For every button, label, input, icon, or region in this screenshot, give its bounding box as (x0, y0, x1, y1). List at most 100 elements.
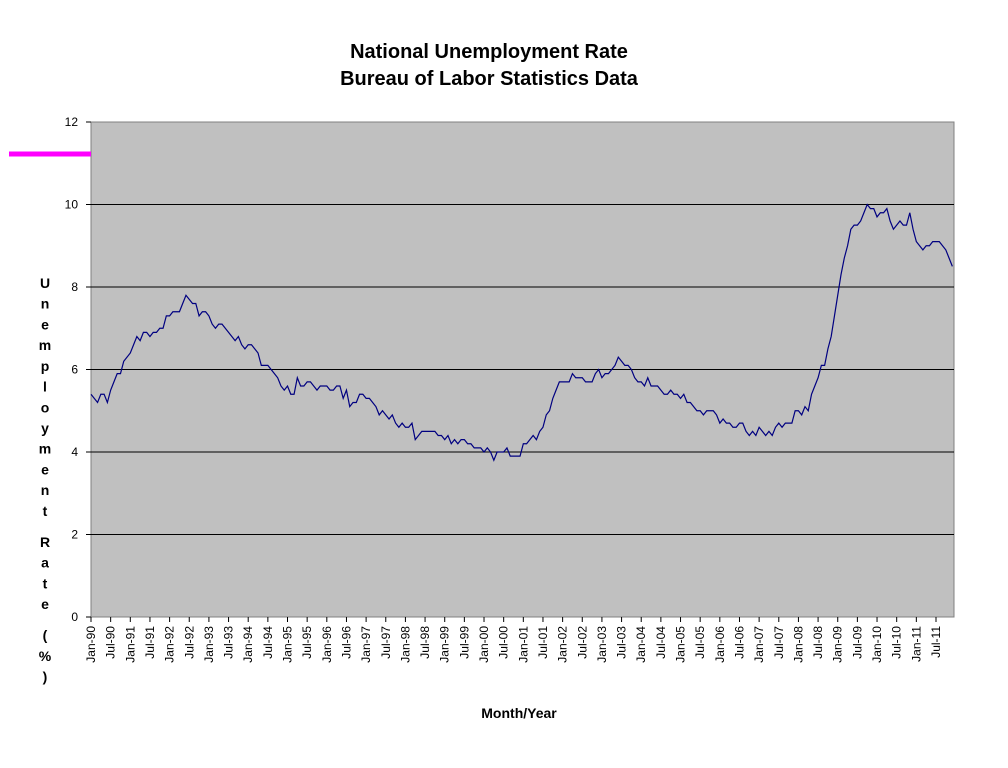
x-tick-label: Jan-94 (241, 626, 255, 663)
y-axis-label-char: e (41, 462, 49, 478)
x-tick-label: Jan-08 (791, 626, 805, 663)
data-point (607, 372, 610, 375)
data-point (148, 335, 151, 338)
data-point (587, 380, 590, 383)
x-tick-label: Jul-97 (379, 626, 393, 659)
data-point (381, 409, 384, 412)
data-point (666, 393, 669, 396)
data-point (171, 310, 174, 313)
data-point (420, 430, 423, 433)
data-point (518, 455, 521, 458)
y-axis-label-char: U (40, 275, 50, 291)
data-point (846, 244, 849, 247)
data-point (656, 384, 659, 387)
data-point (283, 389, 286, 392)
x-tick-label: Jul-06 (732, 626, 746, 659)
data-point (440, 434, 443, 437)
data-point (764, 434, 767, 437)
data-point (224, 327, 227, 330)
data-point (473, 446, 476, 449)
data-point (577, 376, 580, 379)
data-point (466, 442, 469, 445)
data-point (404, 426, 407, 429)
data-point (558, 380, 561, 383)
x-tick-label: Jan-09 (831, 626, 845, 663)
data-point (430, 430, 433, 433)
data-point (610, 368, 613, 371)
data-point (292, 393, 295, 396)
data-point (875, 215, 878, 218)
x-tick-label: Jan-11 (909, 626, 923, 662)
x-tick-label: Jul-95 (300, 626, 314, 659)
x-tick-label: Jan-00 (477, 626, 491, 663)
data-point (843, 257, 846, 260)
y-axis-ticks: 0 2 4 6 8 10 12 (65, 115, 91, 624)
x-axis-label: Month/Year (481, 705, 557, 721)
data-point (869, 207, 872, 210)
y-tick-label: 0 (71, 610, 78, 624)
data-point (220, 323, 223, 326)
data-point (184, 294, 187, 297)
y-axis-label-char: e (41, 596, 49, 612)
data-point (643, 384, 646, 387)
data-point (826, 347, 829, 350)
grid-lines (91, 204, 954, 535)
x-tick-label: Jan-07 (752, 626, 766, 663)
data-point (197, 314, 200, 317)
y-axis-label-char: % (39, 648, 52, 664)
y-axis-label-char: R (40, 534, 50, 550)
data-point (532, 434, 535, 437)
data-point (443, 438, 446, 441)
data-point (741, 422, 744, 425)
data-point (767, 430, 770, 433)
data-point (302, 384, 305, 387)
data-point (561, 380, 564, 383)
x-tick-label: Jul-05 (693, 626, 707, 659)
data-point (564, 380, 567, 383)
x-tick-label: Jul-92 (182, 626, 196, 659)
data-point (486, 446, 489, 449)
data-point (188, 298, 191, 301)
data-point (325, 384, 328, 387)
data-point (165, 314, 168, 317)
data-point (715, 413, 718, 416)
data-point (312, 384, 315, 387)
data-point (240, 343, 243, 346)
data-point (738, 422, 741, 425)
data-point (604, 372, 607, 375)
data-point (387, 417, 390, 420)
y-tick-label: 10 (65, 198, 79, 212)
x-tick-label: Jul-94 (261, 626, 275, 659)
data-point (433, 430, 436, 433)
x-tick-label: Jan-02 (556, 626, 570, 663)
data-point (925, 244, 928, 247)
data-point (345, 389, 348, 392)
data-point (256, 351, 259, 354)
data-point (401, 422, 404, 425)
data-point (410, 422, 413, 425)
data-point (204, 310, 207, 313)
data-point (145, 331, 148, 334)
data-point (273, 372, 276, 375)
data-point (505, 446, 508, 449)
data-point (636, 380, 639, 383)
y-axis-label-char: m (39, 337, 51, 353)
data-point (702, 413, 705, 416)
data-point (509, 455, 512, 458)
y-axis-label-char: l (43, 379, 47, 395)
data-point (574, 376, 577, 379)
data-point (538, 430, 541, 433)
data-point (289, 393, 292, 396)
data-point (361, 393, 364, 396)
data-point (397, 426, 400, 429)
data-point (705, 409, 708, 412)
data-point (332, 389, 335, 392)
data-point (89, 393, 92, 396)
data-point (122, 360, 125, 363)
data-point (135, 335, 138, 338)
data-point (905, 224, 908, 227)
data-point (296, 376, 299, 379)
data-point (712, 409, 715, 412)
x-tick-label: Jul-01 (536, 626, 550, 659)
data-point (479, 446, 482, 449)
